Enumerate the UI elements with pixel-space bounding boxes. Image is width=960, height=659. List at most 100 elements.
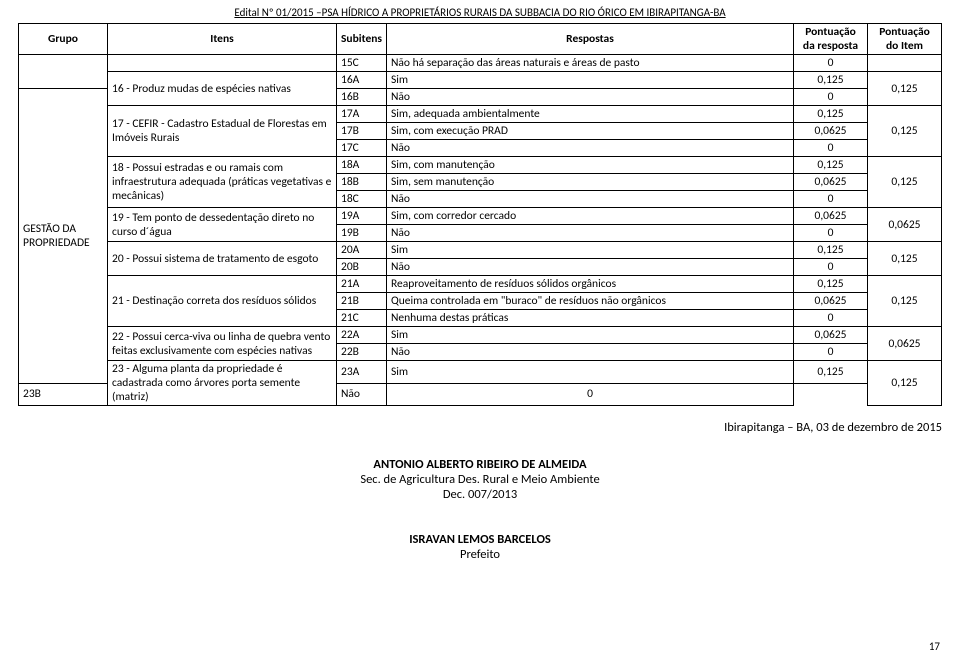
- location-date: Ibirapitanga – BA, 03 de dezembro de 201…: [0, 406, 960, 435]
- pont-resposta: 0: [794, 191, 868, 208]
- subitem: 21A: [337, 276, 387, 293]
- subitem: 21C: [337, 310, 387, 327]
- item-label: 20 - Possui sistema de tratamento de esg…: [108, 242, 337, 276]
- pont-item: 0,0625: [868, 208, 942, 242]
- pont-item: 0,125: [868, 361, 942, 406]
- resposta: Sim, sem manutenção: [387, 174, 794, 191]
- signatory-decree: Dec. 007/2013: [0, 487, 960, 502]
- col-itens: Itens: [108, 24, 337, 55]
- signatory-title: Sec. de Agricultura Des. Rural e Meio Am…: [0, 472, 960, 487]
- item-label: 18 - Possui estradas e ou ramais com inf…: [108, 157, 337, 208]
- signatory-name: ANTONIO ALBERTO RIBEIRO DE ALMEIDA: [0, 457, 960, 472]
- pont-item: 0,125: [868, 242, 942, 276]
- subitem: 15C: [337, 55, 387, 72]
- table-row: 20 - Possui sistema de tratamento de esg…: [19, 242, 942, 259]
- signatory-title: Prefeito: [0, 547, 960, 562]
- col-pont-item: Pontuação do Item: [868, 24, 942, 55]
- scoring-table: Grupo Itens Subitens Respostas Pontuação…: [18, 23, 942, 406]
- subitem: 22A: [337, 327, 387, 344]
- subitem: 19A: [337, 208, 387, 225]
- subitem: 19B: [337, 225, 387, 242]
- subitem: 16B: [337, 89, 387, 106]
- pont-resposta: 0,125: [794, 157, 868, 174]
- item-label: 19 - Tem ponto de dessedentação direto n…: [108, 208, 337, 242]
- grupo-label: GESTÃO DA PROPRIEDADE: [19, 89, 108, 384]
- resposta: Sim, com manutenção: [387, 157, 794, 174]
- resposta: Sim, com execução PRAD: [387, 123, 794, 140]
- signature-block-2: ISRAVAN LEMOS BARCELOS Prefeito: [0, 532, 960, 562]
- table-row: 21 - Destinação correta dos resíduos sól…: [19, 276, 942, 293]
- table-row: 16 - Produz mudas de espécies nativas 16…: [19, 72, 942, 89]
- col-grupo: Grupo: [19, 24, 108, 55]
- subitem: 17A: [337, 106, 387, 123]
- grupo-cell-empty-top: [19, 55, 108, 89]
- item-label: 16 - Produz mudas de espécies nativas: [108, 72, 337, 106]
- subitem: 20B: [337, 259, 387, 276]
- table-row: 23 - Alguma planta da propriedade é cada…: [19, 361, 942, 384]
- table-row: 15C Não há separação das áreas naturais …: [19, 55, 942, 72]
- resposta: Não: [387, 259, 794, 276]
- table-row: 19 - Tem ponto de dessedentação direto n…: [19, 208, 942, 225]
- resposta: Não há separação das áreas naturais e ár…: [387, 55, 794, 72]
- subitem: 23A: [337, 361, 387, 384]
- signature-block-1: ANTONIO ALBERTO RIBEIRO DE ALMEIDA Sec. …: [0, 457, 960, 502]
- item-label: 17 - CEFIR - Cadastro Estadual de Flores…: [108, 106, 337, 157]
- pont-resposta: 0,0625: [794, 293, 868, 310]
- item-label: 21 - Destinação correta dos resíduos sól…: [108, 276, 337, 327]
- pont-resposta: 0: [794, 225, 868, 242]
- table-row: 22 - Possui cerca-viva ou linha de quebr…: [19, 327, 942, 344]
- resposta: Não: [387, 225, 794, 242]
- pont-resposta: 0: [794, 55, 868, 72]
- page-number: 17: [929, 640, 940, 653]
- table-row: 17 - CEFIR - Cadastro Estadual de Flores…: [19, 106, 942, 123]
- resposta: Sim: [387, 327, 794, 344]
- resposta: Não: [337, 383, 387, 406]
- subitem: 18C: [337, 191, 387, 208]
- pont-resposta: 0: [794, 344, 868, 361]
- pont-resposta: 0,125: [794, 72, 868, 89]
- resposta: Sim, com corredor cercado: [387, 208, 794, 225]
- resposta: Nenhuma destas práticas: [387, 310, 794, 327]
- subitem: 17B: [337, 123, 387, 140]
- pont-item: 0,125: [868, 106, 942, 157]
- resposta: Sim: [387, 361, 794, 384]
- subitem: 18B: [337, 174, 387, 191]
- document-header: Edital Nº 01/2015 –PSA HÍDRICO A PROPRIE…: [0, 0, 960, 23]
- col-pont-resposta: Pontuação da resposta: [794, 24, 868, 55]
- pont-resposta: 0,125: [794, 106, 868, 123]
- resposta: Sim, adequada ambientalmente: [387, 106, 794, 123]
- resposta: Não: [387, 191, 794, 208]
- subitem: 21B: [337, 293, 387, 310]
- pont-item: 0,125: [868, 72, 942, 106]
- col-respostas: Respostas: [387, 24, 794, 55]
- item-label: 22 - Possui cerca-viva ou linha de quebr…: [108, 327, 337, 361]
- signatory-name: ISRAVAN LEMOS BARCELOS: [0, 532, 960, 547]
- pont-resposta: 0,0625: [794, 174, 868, 191]
- pont-item-empty: [868, 55, 942, 72]
- pont-resposta: 0,0625: [794, 208, 868, 225]
- pont-resposta: 0: [794, 259, 868, 276]
- pont-resposta: 0: [387, 383, 794, 406]
- resposta: Sim: [387, 242, 794, 259]
- resposta: Não: [387, 140, 794, 157]
- pont-resposta: 0,0625: [794, 123, 868, 140]
- resposta: Reaproveitamento de resíduos sólidos org…: [387, 276, 794, 293]
- pont-item: 0,0625: [868, 327, 942, 361]
- pont-item: 0,125: [868, 157, 942, 208]
- content: Grupo Itens Subitens Respostas Pontuação…: [0, 23, 960, 406]
- item-label: 23 - Alguma planta da propriedade é cada…: [108, 361, 337, 406]
- itens-cell-empty: [108, 55, 337, 72]
- subitem: 16A: [337, 72, 387, 89]
- resposta: Sim: [387, 72, 794, 89]
- subitem: 20A: [337, 242, 387, 259]
- resposta: Queima controlada em "buraco" de resíduo…: [387, 293, 794, 310]
- col-subitens: Subitens: [337, 24, 387, 55]
- pont-item: 0,125: [868, 276, 942, 327]
- pont-resposta: 0,0625: [794, 327, 868, 344]
- subitem: 18A: [337, 157, 387, 174]
- resposta: Não: [387, 344, 794, 361]
- table-header-row: Grupo Itens Subitens Respostas Pontuação…: [19, 24, 942, 55]
- pont-resposta: 0,125: [794, 276, 868, 293]
- pont-resposta: 0: [794, 89, 868, 106]
- table-row: 18 - Possui estradas e ou ramais com inf…: [19, 157, 942, 174]
